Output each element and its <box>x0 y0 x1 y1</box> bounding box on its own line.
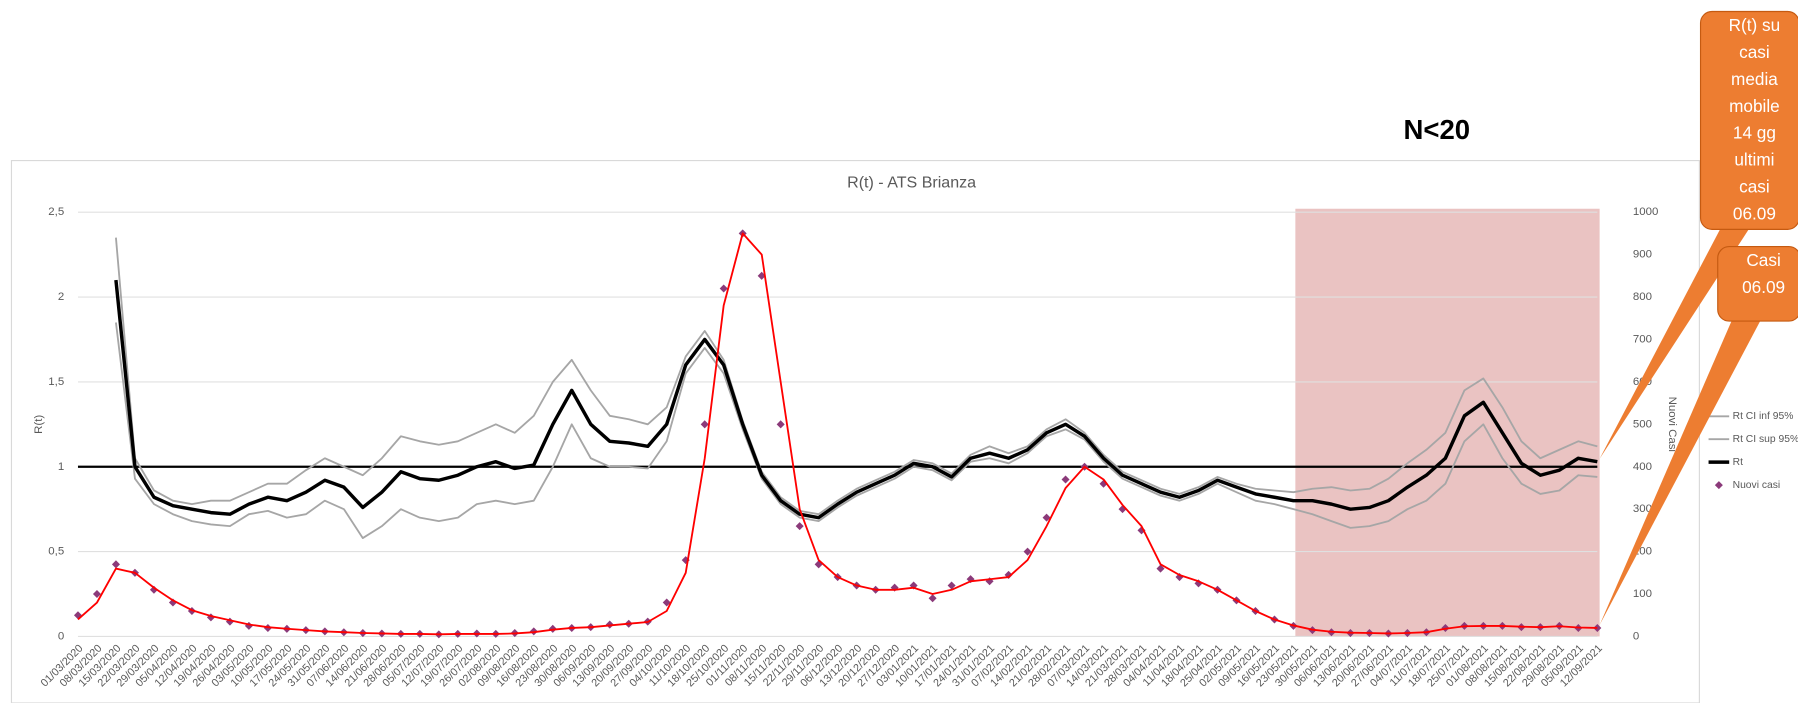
callout-text: ultimi <box>1734 150 1774 170</box>
scatter-point <box>719 284 728 293</box>
scatter-point <box>111 560 120 569</box>
callout-text: casi <box>1739 42 1770 62</box>
y2-tick-label: 400 <box>1633 461 1652 473</box>
highlight-region <box>1295 208 1600 637</box>
legend-swatch <box>1714 481 1723 490</box>
y-tick-label: 1,5 <box>48 376 64 388</box>
annotation: N<20 <box>1404 114 1471 145</box>
y2-tick-label: 800 <box>1633 291 1652 303</box>
y-axis-title: R(t) <box>33 415 45 434</box>
scatter-point <box>795 522 804 531</box>
y-tick-label: 2,5 <box>48 206 64 218</box>
y2-tick-label: 1000 <box>1633 206 1658 218</box>
callout-text: 14 gg <box>1733 123 1776 143</box>
scatter-point <box>1042 513 1051 522</box>
y2-tick-label: 900 <box>1633 249 1652 261</box>
scatter-point <box>947 581 956 590</box>
y2-tick-label: 0 <box>1633 630 1639 642</box>
y2-tick-label: 300 <box>1633 503 1652 515</box>
callout-text: 06.09 <box>1733 204 1776 224</box>
callout-text: casi <box>1739 177 1770 197</box>
legend-label: Rt <box>1733 457 1743 468</box>
callout-box <box>1699 10 1798 230</box>
series-line <box>114 279 1598 520</box>
y-tick-label: 1 <box>58 461 64 473</box>
legend-label: Nuovi casi <box>1733 480 1781 491</box>
y2-tick-label: 100 <box>1633 588 1652 600</box>
scatter-point <box>92 590 101 599</box>
callout-text: mobile <box>1729 96 1780 116</box>
scatter-point <box>776 420 785 429</box>
scatter-point <box>662 598 671 607</box>
scatter-point <box>1023 547 1032 556</box>
y2-tick-label: 700 <box>1633 333 1652 345</box>
y2-axis-title: Nuovi Casi <box>1666 397 1678 452</box>
scatter-point <box>985 577 994 586</box>
scatter-point <box>1593 623 1602 632</box>
scatter-point <box>700 420 709 429</box>
scatter-point <box>1156 564 1165 573</box>
callout-text: Casi <box>1746 250 1780 270</box>
chart-title: R(t) - ATS Brianza <box>847 174 976 192</box>
callout-box <box>1717 246 1798 322</box>
series-line <box>115 237 1598 516</box>
scatter-point <box>928 594 937 603</box>
y-tick-label: 2 <box>58 291 64 303</box>
scatter-point <box>149 585 158 594</box>
callout-text: media <box>1731 69 1778 89</box>
y-tick-label: 0,5 <box>48 546 64 558</box>
y2-tick-label: 500 <box>1633 418 1652 430</box>
callout-text: R(t) su <box>1729 15 1781 35</box>
y-tick-label: 0 <box>58 630 64 642</box>
legend-label: Rt CI sup 95% <box>1733 434 1798 445</box>
series-line <box>115 322 1598 539</box>
callout-text: 06.09 <box>1742 277 1785 297</box>
legend-label: Rt CI inf 95% <box>1733 411 1794 422</box>
callout-pointer <box>1599 229 1749 459</box>
series-line <box>77 232 1598 636</box>
